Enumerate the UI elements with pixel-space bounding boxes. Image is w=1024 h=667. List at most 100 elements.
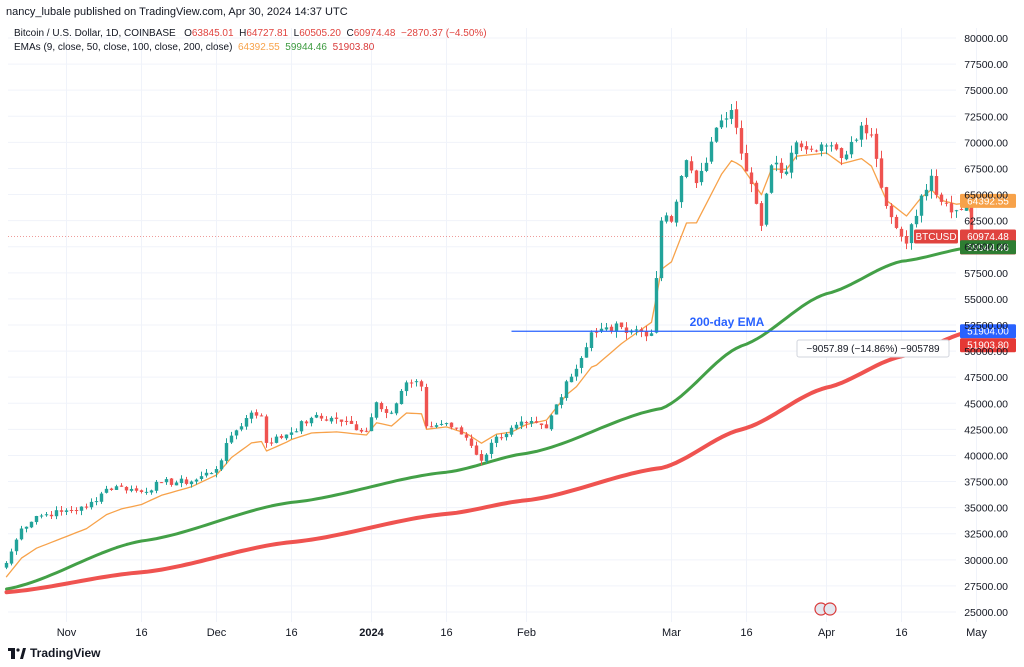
candle-body (514, 424, 519, 429)
ema50-line (5, 245, 973, 591)
ema9-price-tag-bg (960, 193, 1016, 208)
candle-body (954, 210, 959, 212)
y-tick-label: 47500.00 (964, 372, 1008, 384)
candle-body (639, 329, 644, 332)
candle-body (484, 454, 489, 462)
candle-body (504, 433, 509, 438)
candle-body (99, 493, 104, 502)
ema-legend: EMAs (9, close, 50, close, 100, close, 2… (14, 42, 374, 53)
ema50-value: 59944.46 (285, 42, 327, 53)
candle-body (479, 454, 484, 461)
candle-body (59, 510, 64, 512)
candle-body (734, 109, 739, 128)
x-tick-label: 2024 (359, 627, 384, 639)
candle-body (159, 482, 164, 484)
candle-body (924, 189, 929, 197)
candle-body (919, 195, 924, 216)
candle-body (719, 120, 724, 128)
candle-body (269, 442, 274, 444)
hline-label: 200-day EMA (690, 315, 765, 329)
candle-body (309, 417, 314, 424)
candle-body (364, 430, 369, 432)
y-tick-label: 72500.00 (964, 111, 1008, 123)
ema200-line (4, 329, 974, 595)
candle-body (374, 402, 379, 418)
candle-body (154, 481, 159, 491)
candle-body (224, 443, 229, 461)
candle-body (14, 539, 19, 552)
candle-body (319, 415, 324, 419)
candle-body (959, 208, 964, 210)
candle-body (459, 427, 464, 435)
candle-body (829, 145, 834, 147)
us-flag-icon[interactable] (823, 602, 837, 616)
close-label: C (346, 28, 354, 39)
candle-body (549, 415, 554, 430)
candle-body (409, 382, 414, 384)
x-tick-label: Nov (57, 627, 77, 639)
candle-body (354, 424, 359, 431)
candle-body (314, 414, 319, 418)
candle-body (239, 426, 244, 430)
tradingview-brand[interactable]: TradingView (8, 646, 100, 660)
event-flags (814, 602, 837, 616)
candle-body (4, 562, 9, 568)
candle-body (679, 175, 684, 203)
candle-body (544, 424, 549, 429)
candle-body (69, 509, 74, 511)
candle-body (834, 144, 839, 150)
candle-body (964, 206, 969, 211)
candle-body (839, 148, 844, 159)
candle-body (124, 486, 129, 491)
candle-body (189, 481, 194, 485)
candle-body (539, 423, 544, 426)
y-tick-label: 55000.00 (964, 294, 1008, 306)
y-tick-label: 50000.00 (964, 346, 1008, 358)
candle-body (744, 153, 749, 172)
candles (4, 101, 974, 570)
candle-body (199, 476, 204, 479)
candle-body (394, 403, 399, 414)
candle-body (929, 175, 934, 191)
x-tick-label: 16 (440, 627, 452, 639)
candle-body (749, 172, 754, 185)
candle-body (54, 510, 59, 517)
candle-body (109, 488, 114, 490)
candle-body (139, 490, 144, 492)
ema-indicator-label[interactable]: EMAs (9, close, 50, close, 100, close, 2… (14, 42, 233, 53)
symbol-legend: Bitcoin / U.S. Dollar, 1D, COINBASE O638… (14, 28, 487, 39)
candle-body (849, 141, 854, 155)
ema9-value: 64392.55 (238, 42, 280, 53)
candle-body (169, 478, 174, 485)
candle-body (39, 515, 44, 517)
candle-body (894, 216, 899, 228)
brand-name: TradingView (30, 646, 101, 660)
candle-body (389, 412, 394, 414)
candle-body (634, 329, 639, 331)
candle-body (429, 426, 434, 428)
y-tick-label: 67500.00 (964, 163, 1008, 175)
candle-body (579, 357, 584, 368)
candle-body (824, 145, 829, 147)
candle-body (859, 125, 864, 140)
candle-body (274, 436, 279, 443)
candle-body (384, 409, 389, 413)
candle-body (84, 506, 89, 508)
candle-body (739, 128, 744, 154)
candle-body (44, 514, 49, 516)
candle-body (64, 510, 69, 512)
candle-body (334, 417, 339, 419)
candle-body (564, 381, 569, 398)
candle-body (704, 162, 709, 171)
candle-body (194, 479, 199, 482)
candle-body (174, 482, 179, 486)
x-tick-label: 16 (135, 627, 147, 639)
candle-body (454, 427, 459, 429)
candle-body (209, 473, 214, 475)
symbol-price-tag: BTCUSD (915, 232, 956, 243)
candle-body (24, 526, 29, 529)
candle-body (79, 506, 84, 511)
symbol-name[interactable]: Bitcoin / U.S. Dollar, 1D, COINBASE (14, 28, 176, 39)
last-price-value: 60974.48 (967, 232, 1009, 243)
